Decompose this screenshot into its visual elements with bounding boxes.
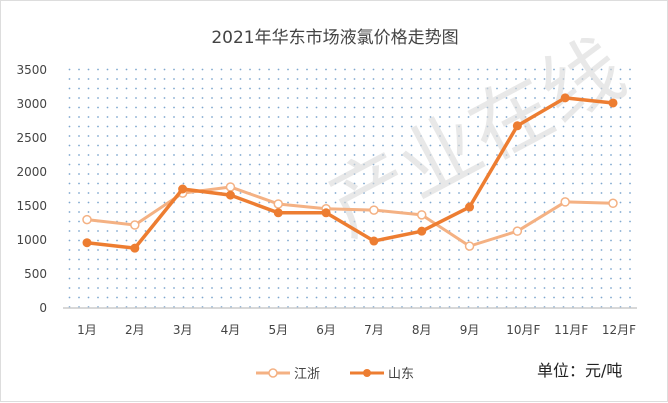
data-point bbox=[225, 182, 236, 192]
x-tick-label: 1月 bbox=[77, 323, 97, 337]
y-tick-label: 3000 bbox=[16, 97, 47, 111]
unit-label: 单位：元/吨 bbox=[537, 361, 623, 380]
data-point bbox=[273, 208, 283, 218]
data-point bbox=[130, 220, 140, 230]
data-point bbox=[82, 214, 92, 225]
data-point bbox=[608, 198, 618, 209]
data-point bbox=[464, 241, 475, 251]
x-tick-label: 2月 bbox=[125, 323, 145, 337]
y-tick-label: 3500 bbox=[16, 63, 47, 77]
x-tick-label: 3月 bbox=[173, 323, 193, 337]
data-point bbox=[417, 226, 427, 236]
data-point bbox=[321, 208, 331, 218]
data-point bbox=[130, 243, 140, 253]
x-tick-label: 12月F bbox=[602, 323, 636, 337]
y-tick-label: 0 bbox=[39, 301, 47, 315]
legend-label: 江浙 bbox=[294, 367, 321, 382]
data-point bbox=[608, 98, 618, 108]
x-tick-label: 10月F bbox=[506, 323, 540, 337]
data-point bbox=[273, 199, 284, 209]
legend-marker-hollow bbox=[256, 367, 290, 378]
data-point bbox=[560, 197, 570, 207]
y-tick-label: 500 bbox=[24, 267, 47, 281]
data-point bbox=[178, 184, 188, 194]
legend-label: 山东 bbox=[388, 367, 415, 382]
legend-item-jiangzhe: 江浙 bbox=[256, 363, 320, 382]
chart-title: 2021年华东市场液氯价格走势图 bbox=[211, 28, 459, 48]
data-point bbox=[416, 210, 427, 220]
y-tick-label: 2000 bbox=[16, 165, 47, 179]
data-point bbox=[560, 93, 570, 103]
data-point bbox=[225, 190, 235, 200]
x-tick-label: 8月 bbox=[412, 323, 432, 337]
series-line-shandong bbox=[86, 96, 614, 250]
x-tick-label: 5月 bbox=[268, 323, 288, 337]
x-tick-label: 11月F bbox=[554, 323, 588, 337]
x-tick-label: 9月 bbox=[460, 323, 480, 337]
data-point bbox=[465, 202, 475, 212]
y-tick-label: 2500 bbox=[16, 131, 47, 145]
data-point bbox=[82, 238, 92, 248]
legend: 江浙 山东 bbox=[256, 363, 414, 382]
y-tick-label: 1500 bbox=[16, 199, 47, 213]
legend-item-shandong: 山东 bbox=[350, 363, 414, 382]
data-point bbox=[512, 226, 523, 236]
legend-marker-filled bbox=[350, 368, 385, 377]
y-tick-label: 1000 bbox=[16, 233, 47, 247]
x-tick-label: 7月 bbox=[364, 323, 384, 337]
data-point bbox=[369, 205, 379, 215]
data-point bbox=[512, 121, 522, 131]
plot-area bbox=[63, 67, 637, 308]
x-tick-label: 6月 bbox=[316, 323, 336, 337]
data-point bbox=[369, 236, 379, 246]
x-tick-label: 4月 bbox=[221, 323, 241, 337]
